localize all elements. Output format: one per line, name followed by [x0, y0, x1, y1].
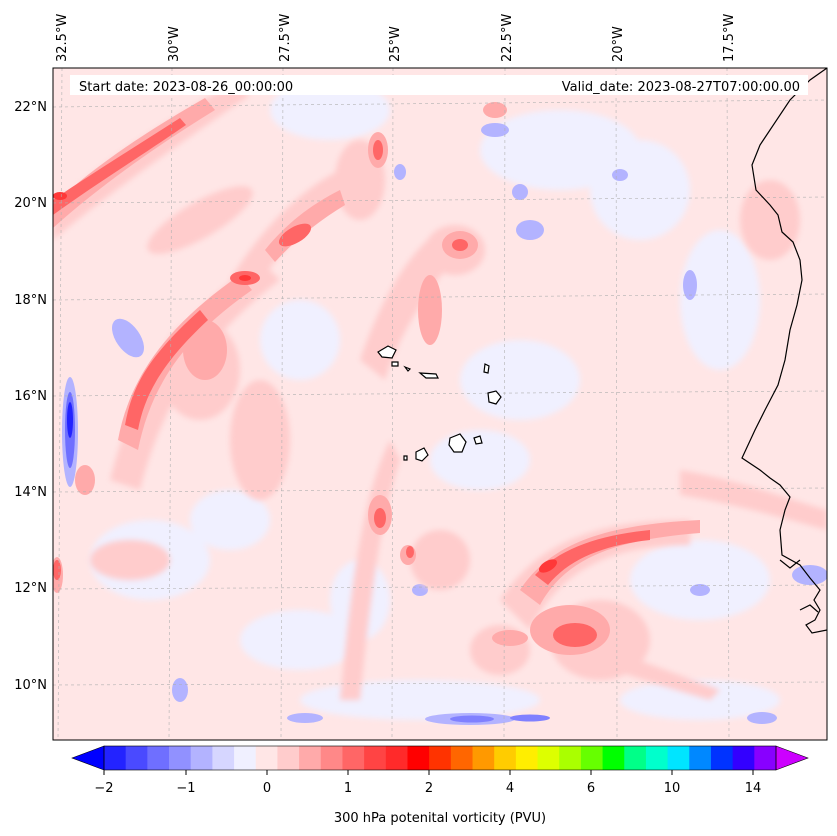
colorbar-tick-label: 10: [664, 781, 681, 796]
colorbar-tick-label: 6: [587, 781, 595, 796]
lon-label-32-5w: 32.5°W: [55, 14, 70, 62]
colorbar-tick-label: 1: [344, 781, 352, 796]
lat-label-22n: 22°N: [14, 100, 47, 115]
colorbar-cell: [732, 746, 755, 770]
lat-label-18n: 18°N: [14, 293, 47, 308]
colorbar-cell: [450, 746, 474, 770]
lon-label-20w: 20°W: [611, 26, 626, 62]
colorbar-tick-label: −2: [94, 781, 113, 796]
colorbar-tick-label: 2: [425, 781, 433, 796]
colorbar: −2 −1 0 1 2 4 6 10 14 300 hPa potenital …: [71, 745, 809, 826]
colorbar-cell: [537, 746, 560, 770]
pv-field: Start date: 2023-08-26_00:00:00 Valid_da…: [53, 68, 827, 740]
colorbar-tick-label: 14: [745, 781, 762, 796]
colorbar-cell: [299, 746, 322, 770]
lat-label-12n: 12°N: [14, 581, 47, 596]
colorbar-cell: [104, 746, 127, 770]
colorbar-frame: [103, 745, 777, 771]
graticule: [53, 68, 827, 740]
colorbar-cell: [602, 746, 625, 770]
longitude-labels: 32.5°W 30°W 27.5°W 25°W 22.5°W 20°W 17.5…: [55, 14, 737, 62]
field-positive-strong: [53, 118, 650, 647]
lat-label-20n: 20°N: [14, 196, 47, 211]
field-negative: [62, 123, 827, 725]
colorbar-cell: [407, 746, 430, 770]
colorbar-tick-label: 4: [506, 781, 514, 796]
colorbar-cell: [710, 746, 734, 770]
colorbar-cell: [515, 746, 539, 770]
start-date-label: Start date: 2023-08-26_00:00:00: [79, 80, 293, 95]
map-frame: [52, 67, 828, 741]
lon-label-25w: 25°W: [388, 26, 403, 62]
lon-label-17-5w: 17.5°W: [722, 14, 737, 62]
coastlines: [741, 68, 827, 634]
field-strong-negative: [65, 392, 550, 723]
colorbar-cell: [429, 746, 452, 770]
lat-label-16n: 16°N: [14, 389, 47, 404]
colorbar-cell: [147, 746, 170, 770]
lon-label-30w: 30°W: [167, 26, 182, 62]
field-positive-peak: [53, 192, 558, 573]
latitude-labels: 22°N 20°N 18°N 16°N 14°N 12°N 10°N: [14, 100, 47, 693]
colorbar-cell: [125, 746, 148, 770]
colorbar-min-arrow: [71, 745, 105, 771]
lat-label-14n: 14°N: [14, 485, 47, 500]
colorbar-cell: [494, 746, 517, 770]
colorbar-title: 300 hPa potenital vorticity (PVU): [334, 811, 546, 826]
colorbar-cell: [580, 746, 604, 770]
colorbar-cell: [559, 746, 582, 770]
colorbar-cell: [754, 746, 777, 770]
colorbar-cell: [277, 746, 300, 770]
colorbar-tick-label: 0: [263, 781, 271, 796]
colorbar-ticks: [103, 770, 754, 775]
colorbar-cell: [667, 746, 690, 770]
lat-label-10n: 10°N: [14, 678, 47, 693]
colorbar-tick-labels: −2 −1 0 1 2 4 6 10 14: [94, 781, 761, 796]
colorbar-cell: [190, 746, 213, 770]
colorbar-cells: [104, 746, 777, 770]
colorbar-cell: [472, 746, 495, 770]
colorbar-max-arrow: [775, 745, 809, 771]
lon-label-22-5w: 22.5°W: [500, 14, 515, 62]
colorbar-cell: [385, 746, 408, 770]
colorbar-cell: [320, 746, 343, 770]
colorbar-cell: [212, 746, 235, 770]
colorbar-cell: [645, 746, 669, 770]
colorbar-cell: [234, 746, 257, 770]
colorbar-cell: [689, 746, 712, 770]
colorbar-cell: [169, 746, 192, 770]
colorbar-cell: [364, 746, 387, 770]
valid-date-label: Valid_date: 2023-08-27T07:00:00.00: [562, 80, 800, 95]
colorbar-tick-label: −1: [176, 781, 195, 796]
field-slightly-negative: [90, 80, 780, 720]
header-box: [70, 75, 808, 95]
colorbar-cell: [255, 746, 278, 770]
colorbar-cell: [624, 746, 647, 770]
lon-label-27-5w: 27.5°W: [278, 14, 293, 62]
cape-verde-islands: [377, 345, 502, 462]
colorbar-cell: [342, 746, 365, 770]
